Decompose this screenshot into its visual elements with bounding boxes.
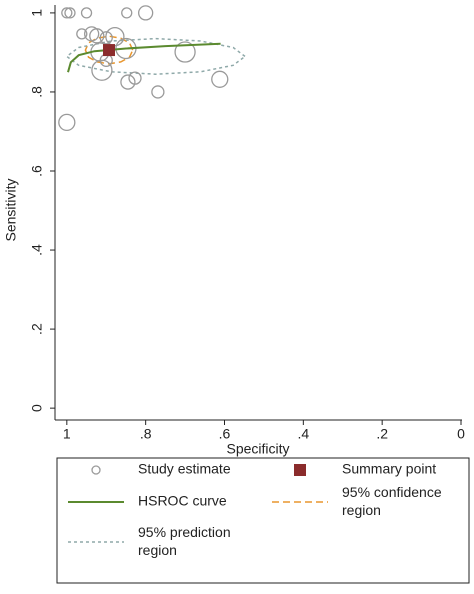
legend-label-line: region [342, 502, 381, 518]
study-point [120, 74, 136, 90]
legend-label: Summary point [342, 461, 436, 477]
study-point [58, 113, 76, 132]
y-axis-label: Sensitivity [3, 178, 19, 241]
legend-box [56, 457, 470, 584]
study-point [64, 7, 76, 19]
study-point [128, 71, 142, 85]
study-point [80, 7, 93, 19]
y-tick-label: .4 [29, 244, 45, 256]
legend-label: 95% confidence region [342, 484, 442, 518]
study-point [174, 41, 196, 63]
study-point [121, 7, 133, 19]
x-tick-label: 1 [63, 426, 71, 442]
study-point [151, 85, 165, 99]
region [84, 35, 134, 65]
legend-label-line: region [138, 542, 177, 558]
legend-label-line: 95% prediction [138, 524, 231, 540]
study-point [211, 70, 229, 88]
x-axis-label: Specificity [226, 441, 289, 457]
legend-label: 95% prediction region [138, 524, 231, 558]
legend-label: HSROC curve [138, 493, 227, 509]
study-point [89, 28, 105, 44]
x-tick-label: .4 [297, 426, 309, 442]
y-tick-label: 1 [29, 9, 45, 17]
region [65, 37, 247, 75]
y-tick-label: .2 [29, 323, 45, 335]
legend-label-line: 95% confidence [342, 484, 442, 500]
legend-label: Study estimate [138, 461, 231, 477]
hsroc-curve [67, 42, 221, 73]
x-tick-label: 0 [457, 426, 465, 442]
x-tick-label: .2 [376, 426, 388, 442]
x-tick-label: .8 [140, 426, 152, 442]
study-point [91, 59, 113, 81]
y-tick-label: .8 [29, 86, 45, 98]
study-point [99, 31, 113, 45]
y-tick-label: .6 [29, 165, 45, 177]
legend-symbol [294, 464, 306, 476]
y-tick-label: 0 [29, 404, 45, 412]
study-point [76, 28, 88, 40]
x-tick-label: .6 [219, 426, 231, 442]
summary-point [103, 44, 116, 57]
study-point [61, 7, 73, 19]
study-point [138, 5, 154, 21]
legend-symbol [91, 465, 101, 475]
